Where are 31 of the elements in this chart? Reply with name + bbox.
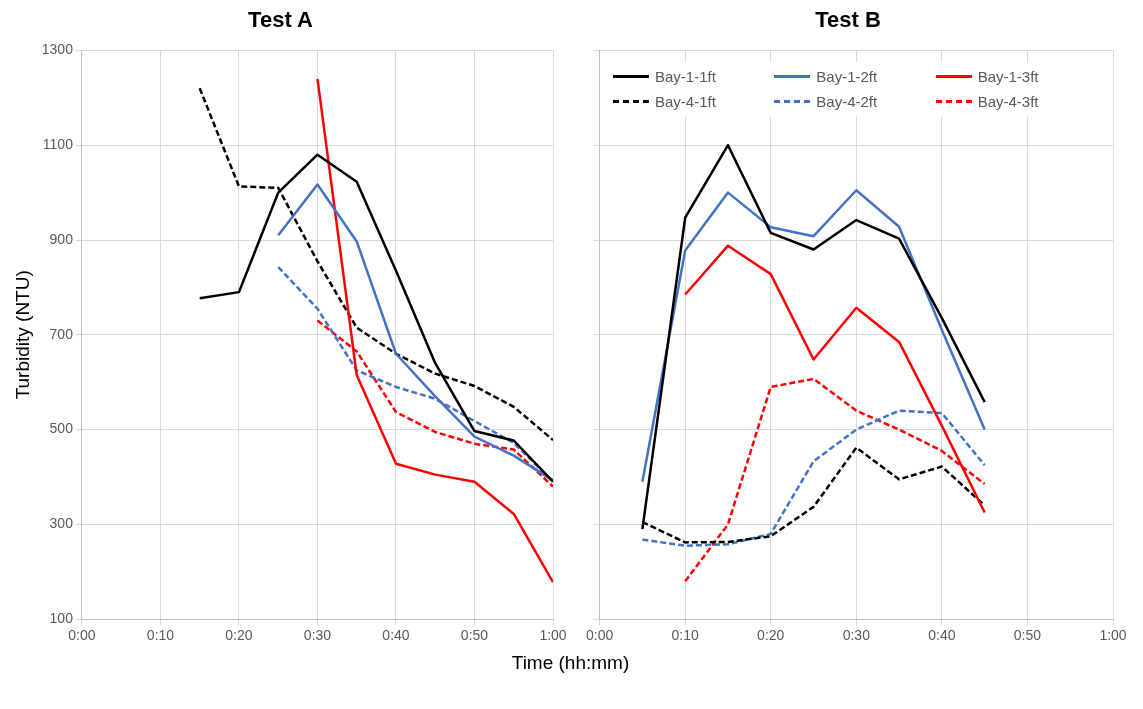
y-tick-label: 500 [49, 420, 74, 437]
legend-label: Bay-1-3ft [977, 68, 1039, 85]
chart-title: Test A [248, 7, 313, 33]
y-tick-label: 1300 [41, 41, 74, 58]
x-tick-label: 0:20 [225, 627, 253, 644]
x-tick-label: 1:00 [1099, 627, 1127, 644]
y-tick-label: 100 [49, 610, 74, 627]
x-tick-label: 0:30 [303, 627, 332, 644]
chart-title: Test B [815, 7, 881, 33]
y-tick-label: 1100 [42, 136, 74, 153]
x-tick-label: 1:00 [539, 627, 567, 644]
x-tick-label: 0:40 [928, 627, 956, 644]
legend-label: Bay-4-2ft [816, 93, 878, 110]
legend-label: Bay-1-1ft [655, 68, 716, 85]
x-tick-label: 0:10 [146, 627, 175, 644]
x-tick-label: 0:00 [68, 627, 96, 644]
y-axis-title: Turbidity (NTU) [11, 270, 33, 400]
x-tick-label: 0:30 [842, 627, 871, 644]
legend-label: Bay-4-3ft [977, 93, 1039, 110]
y-tick-label: 900 [49, 230, 74, 247]
x-tick-label: 0:50 [460, 627, 489, 644]
legend-label: Bay-1-2ft [816, 68, 878, 85]
x-tick-label: 0:40 [382, 627, 410, 644]
x-axis-title: Time (hh:mm) [510, 652, 631, 674]
y-tick-label: 700 [49, 325, 74, 342]
legend-label: Bay-4-1ft [655, 93, 716, 110]
x-tick-label: 0:00 [586, 627, 614, 644]
y-tick-label: 300 [49, 515, 74, 532]
x-tick-label: 0:20 [757, 627, 785, 644]
x-tick-label: 0:10 [671, 627, 700, 644]
x-tick-label: 0:50 [1013, 627, 1042, 644]
